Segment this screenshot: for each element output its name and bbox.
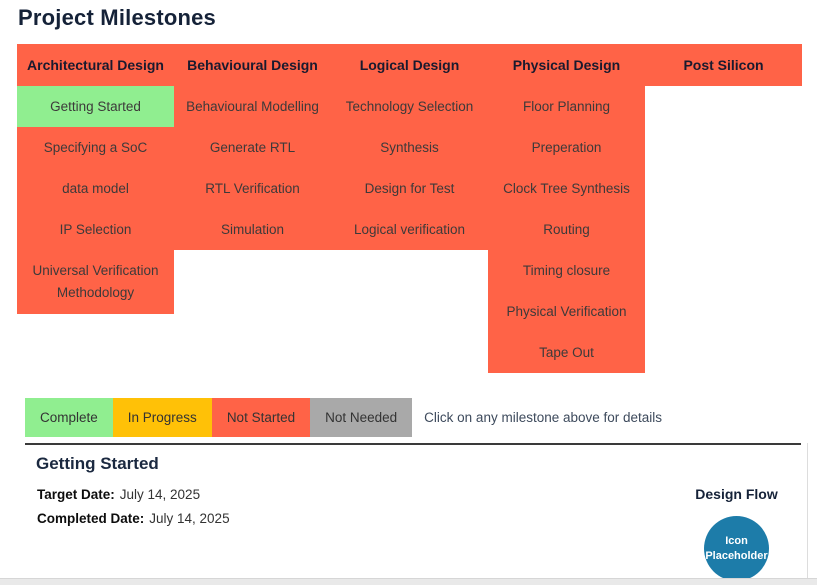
milestone-simulation[interactable]: Simulation	[174, 209, 331, 250]
target-date-label: Target Date:	[37, 487, 115, 502]
milestone-ip-selection[interactable]: IP Selection	[17, 209, 174, 250]
milestone-data-model[interactable]: data model	[17, 168, 174, 209]
milestone-routing[interactable]: Routing	[488, 209, 645, 250]
design-flow-placeholder-icon: Icon Placeholder	[704, 516, 769, 581]
column-header-behavioural-design: Behavioural Design	[174, 44, 331, 86]
milestone-generate-rtl[interactable]: Generate RTL	[174, 127, 331, 168]
milestone-getting-started[interactable]: Getting Started	[17, 86, 174, 127]
milestone-universal-verification-methodology[interactable]: Universal Verification Methodology	[17, 250, 174, 314]
column-header-physical-design: Physical Design	[488, 44, 645, 86]
legend-item-not-started: Not Started	[211, 398, 311, 437]
milestone-rtl-verification[interactable]: RTL Verification	[174, 168, 331, 209]
column-header-post-silicon: Post Silicon	[645, 44, 802, 86]
milestone-design-for-test[interactable]: Design for Test	[331, 168, 488, 209]
column-post-silicon: Post Silicon	[645, 44, 802, 86]
column-architectural-design: Architectural Design Getting Started Spe…	[17, 44, 174, 314]
completed-date-label: Completed Date:	[37, 511, 145, 526]
legend-hint-text: Click on any milestone above for details	[424, 410, 663, 425]
milestone-preperation[interactable]: Preperation	[488, 127, 645, 168]
design-flow-label: Design Flow	[695, 486, 778, 502]
status-legend: Complete In Progress Not Started Not Nee…	[25, 398, 662, 437]
target-date-value: July 14, 2025	[119, 487, 201, 502]
details-divider	[25, 443, 801, 445]
page-title: Project Milestones	[18, 5, 216, 30]
details-heading: Getting Started	[36, 454, 159, 473]
column-header-logical-design: Logical Design	[331, 44, 488, 86]
column-physical-design: Physical Design Floor Planning Preperati…	[488, 44, 645, 373]
column-behavioural-design: Behavioural Design Behavioural Modelling…	[174, 44, 331, 250]
page-right-edge	[807, 443, 808, 578]
completed-date-value: July 14, 2025	[149, 511, 230, 526]
bottom-edge-strip	[0, 578, 817, 585]
column-logical-design: Logical Design Technology Selection Synt…	[331, 44, 488, 250]
legend-item-in-progress: In Progress	[112, 398, 212, 437]
legend-item-complete: Complete	[25, 398, 113, 437]
milestone-tape-out[interactable]: Tape Out	[488, 332, 645, 373]
milestone-logical-verification[interactable]: Logical verification	[331, 209, 488, 250]
milestone-board: Architectural Design Getting Started Spe…	[17, 44, 802, 373]
milestone-physical-verification[interactable]: Physical Verification	[488, 291, 645, 332]
milestone-behavioural-modelling[interactable]: Behavioural Modelling	[174, 86, 331, 127]
target-date-row: Target Date: July 14, 2025	[37, 487, 200, 502]
legend-item-not-needed: Not Needed	[310, 398, 413, 437]
milestone-specifying-a-soc[interactable]: Specifying a SoC	[17, 127, 174, 168]
icon-placeholder-line1: Icon	[725, 535, 748, 548]
milestone-synthesis[interactable]: Synthesis	[331, 127, 488, 168]
milestone-timing-closure[interactable]: Timing closure	[488, 250, 645, 291]
column-header-architectural-design: Architectural Design	[17, 44, 174, 86]
milestone-clock-tree-synthesis[interactable]: Clock Tree Synthesis	[488, 168, 645, 209]
completed-date-row: Completed Date: July 14, 2025	[37, 511, 230, 526]
milestone-technology-selection[interactable]: Technology Selection	[331, 86, 488, 127]
milestone-floor-planning[interactable]: Floor Planning	[488, 86, 645, 127]
icon-placeholder-line2: Placeholder	[705, 549, 768, 562]
